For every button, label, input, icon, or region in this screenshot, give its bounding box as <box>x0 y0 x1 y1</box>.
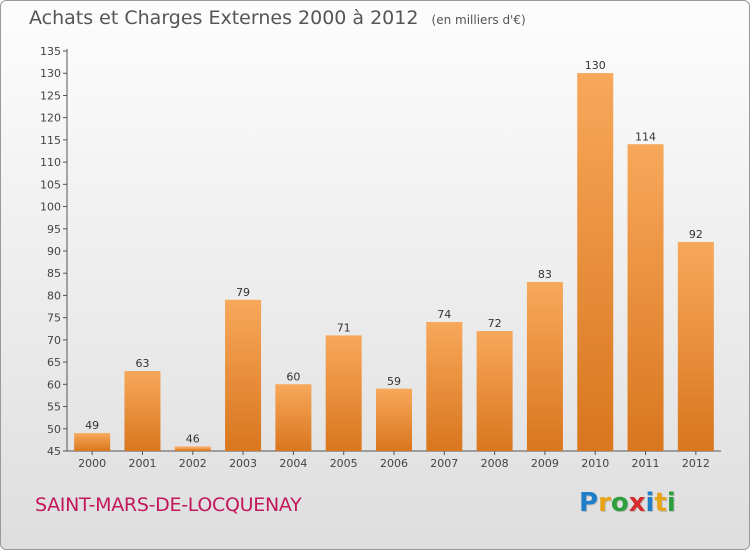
x-tick-label: 2008 <box>481 457 509 470</box>
y-tick-label: 90 <box>47 245 61 258</box>
y-tick-label: 125 <box>40 89 61 102</box>
bar <box>526 282 563 451</box>
bar <box>476 331 513 451</box>
x-tick-label: 2002 <box>179 457 207 470</box>
bar-top-edge <box>577 73 614 76</box>
bar <box>426 322 463 451</box>
bar-value-label: 46 <box>186 433 200 446</box>
chart-unit: (en milliers d'€) <box>431 13 526 27</box>
y-tick-label: 60 <box>47 378 61 391</box>
bar-value-label: 71 <box>337 321 351 334</box>
x-tick-label: 2007 <box>430 457 458 470</box>
y-tick-label: 85 <box>47 267 61 280</box>
logo-letter: o <box>610 488 629 518</box>
bar-top-edge <box>124 371 161 373</box>
bar <box>677 242 714 451</box>
bar <box>627 144 664 452</box>
logo-letter: t <box>654 488 667 518</box>
x-tick-label: 2012 <box>682 457 710 470</box>
y-tick-label: 115 <box>40 134 61 147</box>
bar-value-label: 83 <box>538 268 552 281</box>
logo-letter: P <box>579 488 599 518</box>
logo-letter: x <box>628 488 646 518</box>
x-tick-label: 2011 <box>632 457 660 470</box>
bar <box>325 335 362 451</box>
x-tick-label: 2003 <box>229 457 257 470</box>
title-row: Achats et Charges Externes 2000 à 2012 (… <box>29 7 526 29</box>
bar-top-edge <box>376 388 412 391</box>
y-tick-label: 70 <box>47 334 61 347</box>
bar-top-edge <box>627 144 664 147</box>
bar-value-label: 79 <box>236 286 250 299</box>
y-tick-label: 110 <box>40 156 61 169</box>
bar <box>74 433 111 451</box>
logo-letter: r <box>598 488 611 518</box>
bar-top-edge <box>426 322 463 325</box>
bar-top-edge <box>74 433 111 436</box>
bar-value-label: 114 <box>635 130 656 143</box>
bar-value-label: 92 <box>689 228 703 241</box>
y-tick-label: 75 <box>47 312 61 325</box>
y-tick-label: 135 <box>40 45 61 58</box>
chart-title: Achats et Charges Externes 2000 à 2012 <box>29 7 419 29</box>
y-tick-label: 120 <box>40 112 61 125</box>
x-tick-label: 2004 <box>279 457 307 470</box>
y-tick-label: 65 <box>47 356 61 369</box>
y-tick-label: 100 <box>40 201 61 214</box>
bar-value-label: 49 <box>85 419 99 432</box>
x-tick-label: 2010 <box>581 457 609 470</box>
bar-value-label: 63 <box>135 357 149 370</box>
town-name: SAINT-MARS-DE-LOCQUENAY <box>35 494 302 516</box>
bar-top-edge <box>476 331 513 333</box>
bar-value-label: 59 <box>387 375 401 388</box>
bar-top-edge <box>275 384 312 387</box>
logo-letter: i <box>666 488 676 518</box>
bar <box>124 371 161 451</box>
bar-top-edge <box>526 282 563 285</box>
x-tick-label: 2006 <box>380 457 408 470</box>
y-tick-label: 80 <box>47 289 61 302</box>
y-tick-label: 105 <box>40 178 61 191</box>
bar-value-label: 72 <box>488 317 502 330</box>
proxiti-logo: Proxiti <box>579 488 676 518</box>
bar-value-label: 74 <box>437 308 451 321</box>
bar <box>577 73 614 451</box>
logo-letter: i <box>645 488 655 518</box>
bar-top-edge <box>325 335 362 338</box>
y-tick-label: 50 <box>47 423 61 436</box>
x-tick-label: 2005 <box>330 457 358 470</box>
bar-top-edge <box>225 299 262 302</box>
x-tick-label: 2009 <box>531 457 559 470</box>
bar <box>376 388 412 451</box>
bar-top-edge <box>677 242 714 245</box>
x-tick-label: 2000 <box>78 457 106 470</box>
bar-value-label: 130 <box>585 59 606 72</box>
y-tick-label: 95 <box>47 223 61 236</box>
bar-top-edge <box>174 446 211 449</box>
bar-value-label: 60 <box>286 370 300 383</box>
x-tick-label: 2001 <box>128 457 156 470</box>
y-tick-label: 45 <box>47 445 61 458</box>
bar <box>275 384 312 451</box>
bar <box>174 446 211 451</box>
y-tick-label: 130 <box>40 67 61 80</box>
y-tick-label: 55 <box>47 401 61 414</box>
bar <box>225 299 262 451</box>
